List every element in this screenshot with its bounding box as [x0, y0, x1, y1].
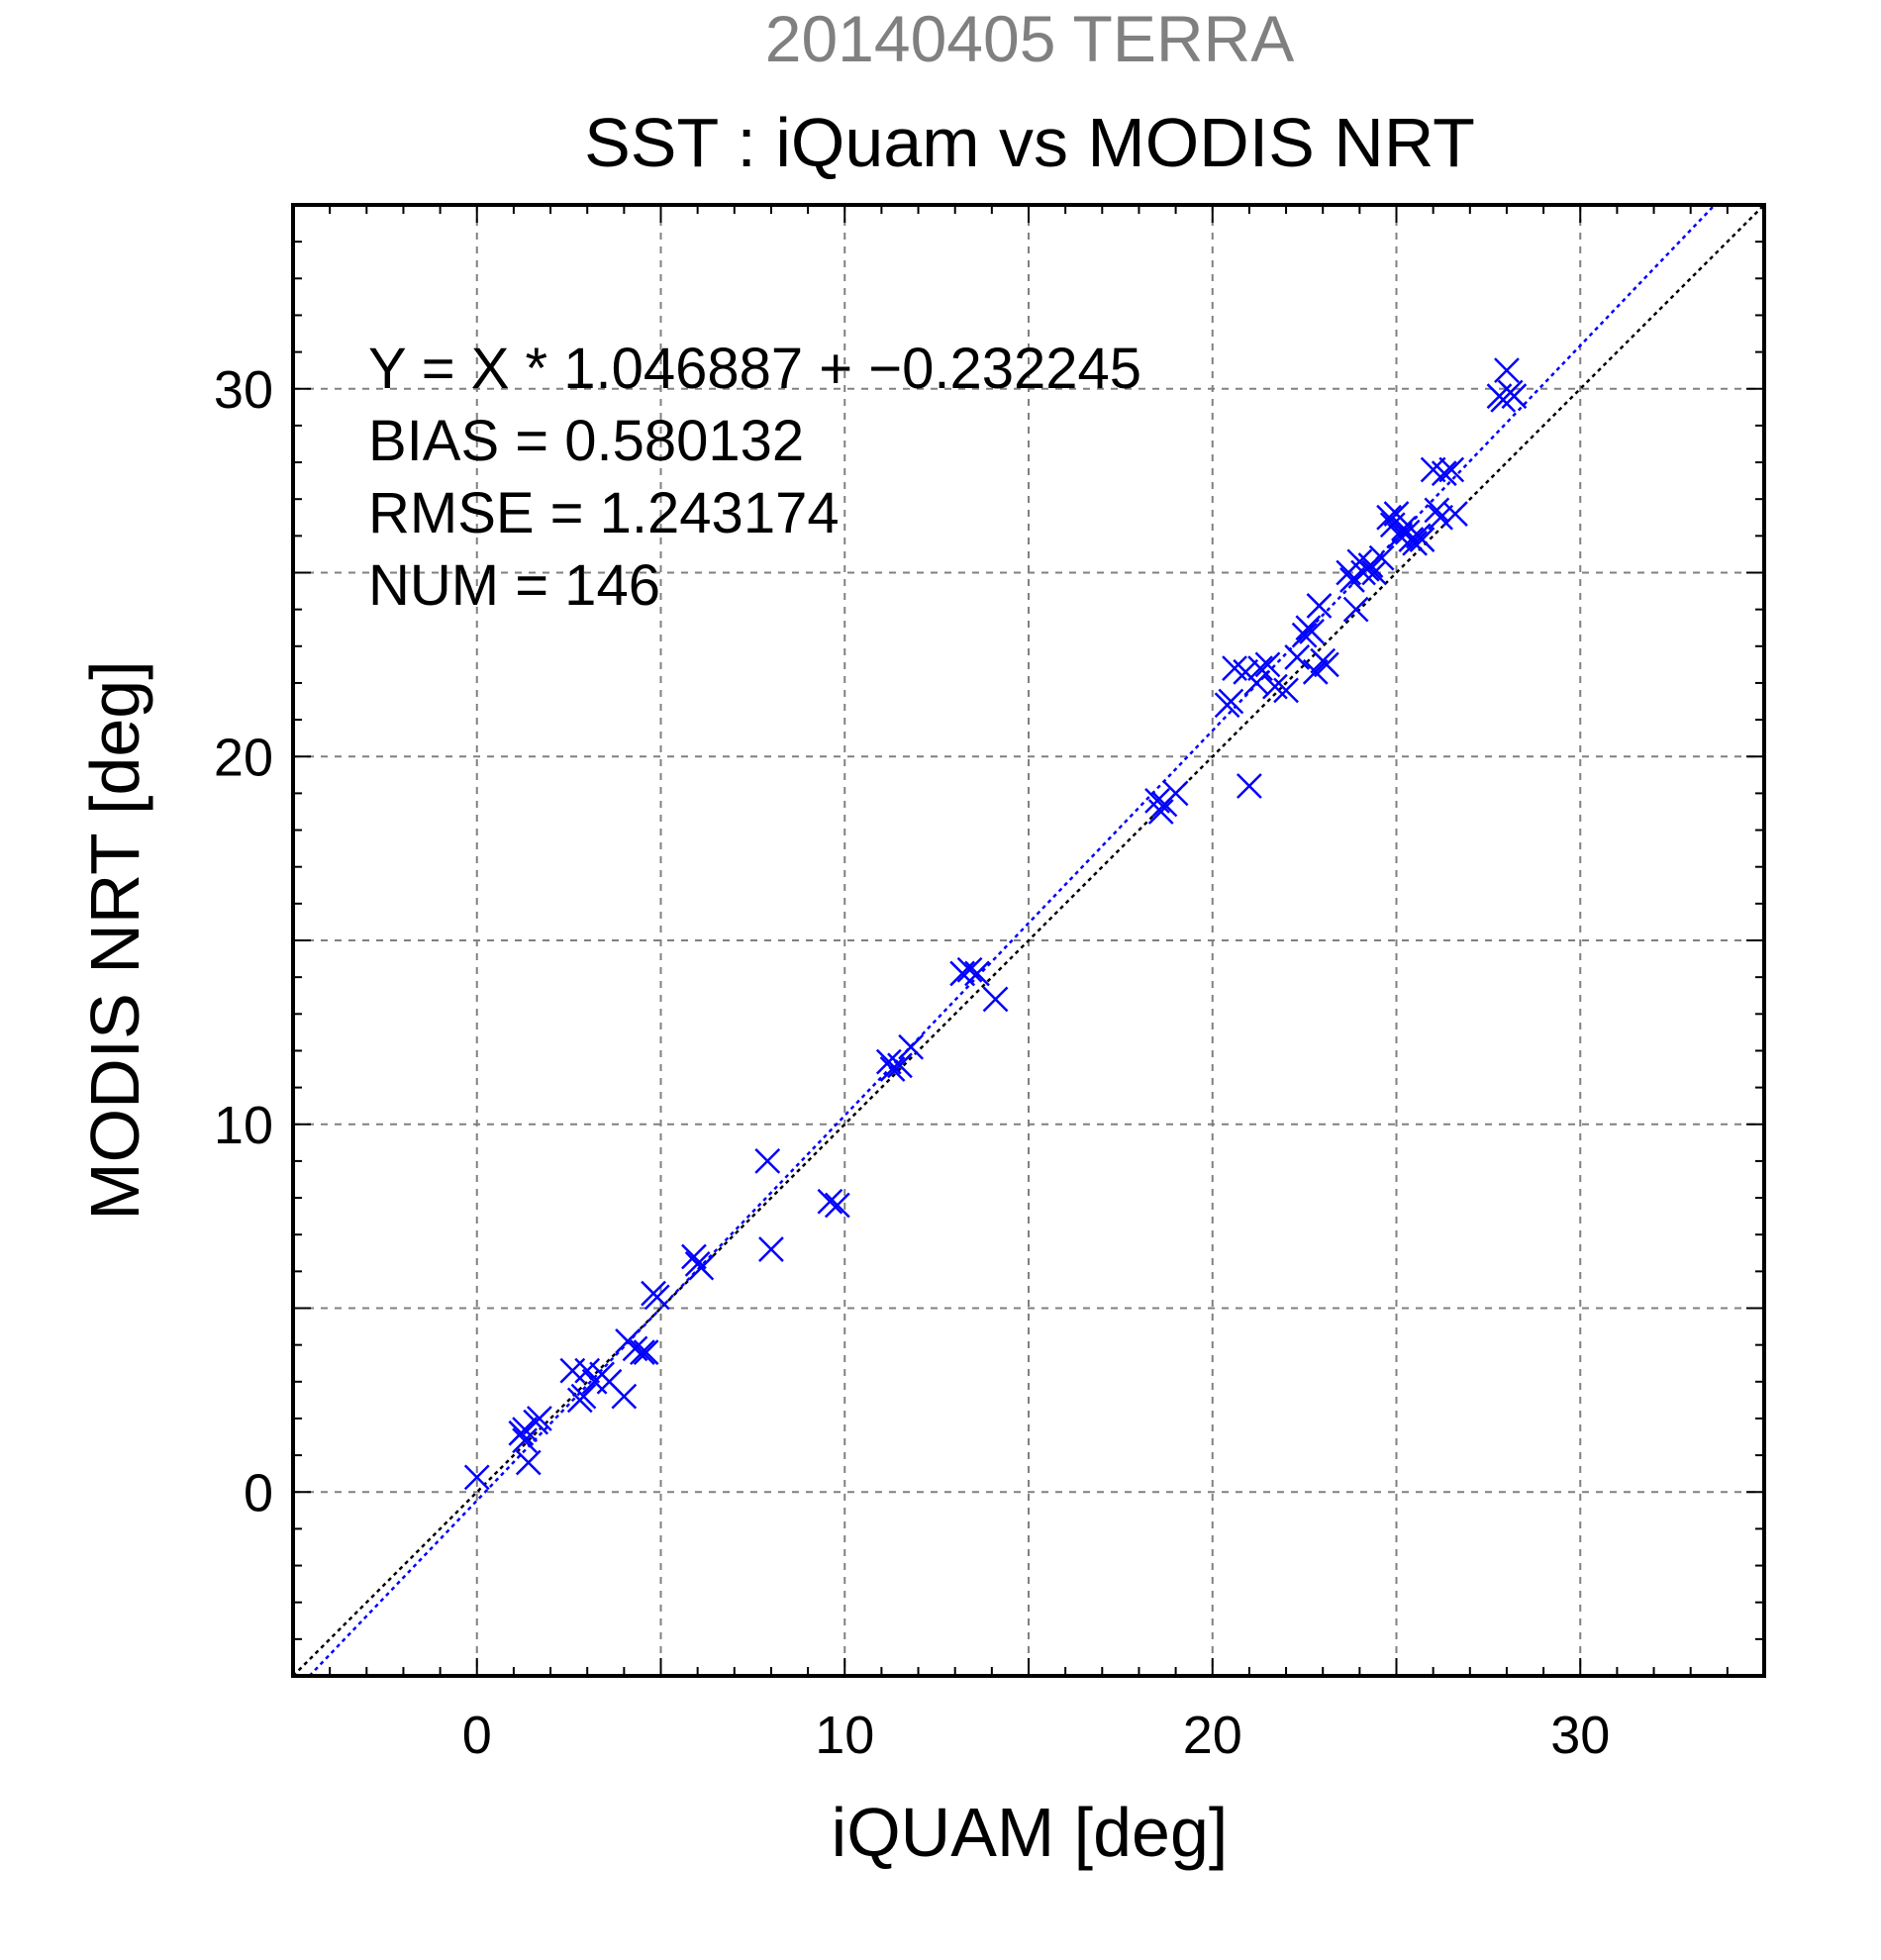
x-tick-label: 10 [815, 1706, 874, 1765]
identity-line [293, 205, 1764, 1676]
data-point-x-marker [515, 1449, 542, 1476]
data-point-x-marker [1376, 504, 1402, 531]
x-tick-label: 30 [1550, 1706, 1610, 1765]
data-point-x-marker [1494, 357, 1520, 384]
data-point-x-marker [1428, 504, 1453, 531]
stats-annotations: Y = X * 1.046887 + −0.232245 BIAS = 0.58… [368, 337, 1141, 618]
data-point-x-marker [1314, 651, 1339, 678]
y-tick-label: 20 [214, 728, 273, 787]
x-tick-label: 20 [1183, 1706, 1242, 1765]
data-point-x-marker [1273, 677, 1299, 704]
data-point-x-marker [1501, 383, 1528, 410]
data-point-x-marker [512, 1417, 538, 1442]
data-point-x-marker [1162, 780, 1189, 807]
data-point-x-marker [633, 1339, 659, 1365]
data-point-x-marker [1431, 460, 1457, 487]
data-point-x-marker [1291, 622, 1318, 648]
data-point-x-marker [1409, 527, 1436, 552]
data-point-x-marker [1424, 497, 1450, 524]
fit-line [307, 205, 1717, 1676]
chart-subtitle: SST : iQuam vs MODIS NRT [584, 104, 1475, 181]
data-point-x-marker [512, 1427, 538, 1454]
data-point-x-marker [527, 1406, 552, 1431]
y-axis-label: MODIS NRT [deg] [76, 660, 153, 1220]
data-point-x-marker [824, 1192, 850, 1219]
rmse-value: RMSE = 1.243174 [368, 481, 840, 545]
data-point-x-marker [1361, 559, 1388, 586]
num-value: NUM = 146 [368, 553, 660, 618]
data-point-x-marker [688, 1254, 715, 1281]
plot-frame [291, 203, 1766, 1678]
bias-value: BIAS = 0.580132 [368, 409, 804, 473]
data-point-x-marker [1438, 456, 1465, 483]
data-point-x-marker [1247, 655, 1273, 681]
x-tick-label: 0 [462, 1706, 492, 1765]
data-point-x-marker [1254, 651, 1281, 678]
reference-lines [293, 205, 1764, 1676]
data-point-x-marker [982, 986, 1009, 1013]
data-point-x-marker [949, 960, 976, 987]
regression-equation: Y = X * 1.046887 + −0.232245 [368, 337, 1141, 401]
x-axis-label: iQUAM [deg] [832, 1794, 1229, 1871]
data-point-x-marker [1368, 544, 1395, 571]
data-point-x-marker [898, 1033, 925, 1060]
data-point-x-marker [644, 1284, 670, 1311]
data-point-x-marker [1218, 688, 1244, 715]
data-point-x-marker [1342, 596, 1369, 623]
data-point-x-marker [817, 1188, 843, 1215]
data-point-x-marker [1383, 501, 1410, 527]
data-points [463, 357, 1528, 1491]
data-point-x-marker [559, 1357, 586, 1384]
data-point-x-marker [1357, 552, 1384, 578]
data-point-x-marker [1284, 644, 1311, 670]
data-point-x-marker [681, 1243, 707, 1270]
y-tick-label: 0 [244, 1463, 273, 1522]
chart-title: 20140405 TERRA [765, 2, 1294, 75]
data-point-x-marker [956, 956, 983, 983]
data-point-x-marker [758, 1236, 784, 1262]
data-point-x-marker [1306, 593, 1333, 619]
data-point-x-marker [1402, 530, 1428, 556]
tick-labels: 0 10 20 30 0 10 20 30 [214, 360, 1610, 1765]
y-tick-label: 10 [214, 1096, 273, 1155]
data-point-x-marker [1302, 658, 1329, 685]
data-point-x-marker [1147, 799, 1174, 825]
data-point-x-marker [1299, 619, 1325, 644]
data-point-x-marker [611, 1383, 638, 1410]
data-point-x-marker [463, 1464, 490, 1491]
data-point-x-marker [754, 1148, 781, 1174]
data-point-x-marker [964, 960, 990, 987]
data-point-x-marker [887, 1052, 913, 1079]
y-tick-label: 30 [214, 360, 273, 420]
data-point-x-marker [570, 1383, 597, 1410]
data-point-x-marker [879, 1056, 906, 1082]
data-point-x-marker [1237, 773, 1262, 799]
data-point-x-marker [574, 1357, 601, 1384]
data-point-x-marker [1339, 567, 1365, 593]
data-point-x-marker [630, 1339, 655, 1365]
data-point-x-marker [1442, 501, 1468, 527]
